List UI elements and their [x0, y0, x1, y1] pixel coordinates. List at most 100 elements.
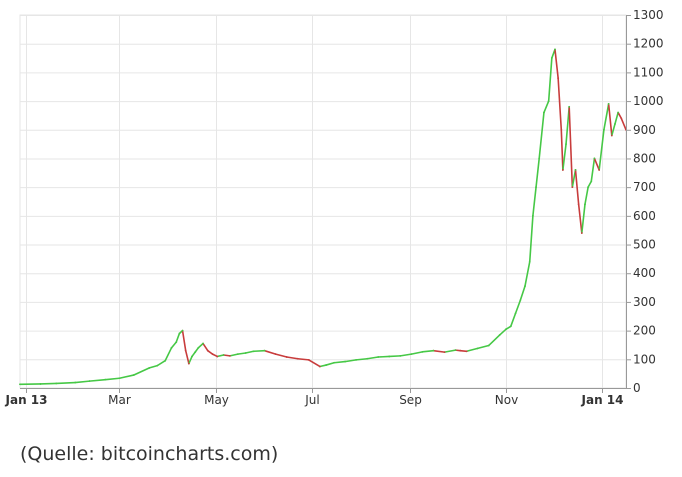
gridlines	[19, 14, 627, 389]
price-point	[538, 157, 541, 160]
price-segment	[399, 353, 413, 357]
price-point	[228, 354, 231, 357]
price-segment	[202, 342, 209, 352]
price-segment	[538, 111, 545, 160]
price-segment	[74, 380, 91, 384]
price-point	[514, 312, 517, 315]
y-tick-label: 200	[633, 324, 656, 338]
price-segment	[432, 349, 446, 353]
price-point	[211, 353, 214, 356]
y-tick-label: 1000	[633, 94, 664, 108]
price-segment	[197, 342, 204, 349]
x-tick-label: Sep	[399, 393, 422, 407]
price-segment	[188, 355, 193, 365]
price-point	[366, 357, 369, 360]
price-segment	[55, 381, 77, 385]
price-segment	[307, 359, 321, 368]
axes: 0 100 200 300 400 500 600 700 800 900 1000 1100 1200…	[5, 8, 664, 407]
price-point	[178, 332, 181, 335]
price-segment	[344, 359, 357, 363]
price-segment	[156, 359, 166, 367]
price-point	[568, 105, 571, 108]
price-point	[184, 349, 187, 352]
y-tick-label: 300	[633, 295, 656, 309]
y-tick-label: 900	[633, 123, 656, 137]
price-segment	[554, 48, 559, 79]
price-segment	[164, 347, 173, 362]
price-segment	[560, 128, 564, 171]
price-point	[344, 360, 346, 363]
price-point	[614, 123, 616, 125]
y-tick-label: 500	[633, 238, 656, 252]
price-segment	[547, 57, 553, 102]
price-point	[197, 346, 200, 349]
price-point	[170, 346, 173, 349]
price-series	[19, 48, 627, 386]
price-segment	[577, 203, 583, 234]
price-point	[333, 361, 335, 364]
price-point	[547, 100, 550, 102]
price-point	[610, 134, 613, 137]
price-segment	[206, 349, 214, 355]
price-segment	[296, 357, 310, 361]
source-caption: (Quelle: bitcoincharts.com)	[20, 443, 279, 465]
x-tick-label: Jan 13	[5, 393, 48, 407]
price-point	[574, 169, 577, 171]
price-point	[355, 358, 358, 361]
price-point	[531, 214, 534, 217]
price-segment	[598, 128, 605, 171]
price-segment	[459, 349, 468, 353]
price-segment	[229, 353, 239, 357]
y-tick-label: 700	[633, 180, 656, 194]
price-point	[528, 260, 531, 263]
price-segment	[607, 103, 613, 137]
price-segment	[543, 100, 550, 114]
price-point	[487, 344, 490, 347]
price-point	[285, 356, 288, 358]
price-point	[561, 169, 564, 171]
y-tick-label: 400	[633, 266, 656, 280]
price-point	[194, 351, 197, 354]
price-segment	[487, 334, 501, 347]
price-segment	[184, 349, 190, 365]
price-segment	[104, 377, 121, 381]
price-point	[175, 341, 178, 343]
price-segment	[181, 329, 187, 352]
price-point	[571, 186, 574, 189]
x-tick-label: Jan 14	[581, 393, 624, 407]
x-tick-label: Jul	[304, 393, 319, 407]
price-point	[607, 103, 610, 105]
price-point	[318, 365, 321, 368]
price-point	[580, 232, 583, 234]
price-point	[216, 355, 219, 358]
x-tick-label: May	[204, 393, 229, 407]
price-point	[88, 380, 91, 383]
y-tick-label: 800	[633, 151, 656, 165]
price-point	[587, 186, 590, 189]
price-segment	[587, 180, 593, 188]
price-segment	[476, 344, 490, 350]
price-segment	[519, 285, 526, 302]
price-point	[476, 347, 479, 350]
price-point	[543, 111, 545, 114]
price-segment	[574, 169, 580, 206]
plot-frame	[19, 14, 627, 389]
price-segment	[366, 356, 380, 360]
price-segment	[524, 260, 531, 287]
y-tick-label: 1200	[633, 37, 664, 51]
price-segment	[39, 382, 58, 385]
price-segment	[333, 360, 346, 364]
price-segment	[532, 186, 537, 217]
price-segment	[590, 157, 596, 183]
price-point	[252, 350, 255, 353]
price-point	[454, 349, 457, 352]
price-segment	[285, 356, 299, 360]
price-segment	[148, 364, 159, 369]
price-point	[202, 342, 204, 345]
price-point	[554, 48, 556, 51]
price-segment	[170, 341, 178, 349]
price-segment	[118, 374, 135, 380]
price-point	[156, 364, 159, 367]
x-tick-label: Mar	[108, 393, 131, 407]
price-point	[296, 357, 299, 360]
